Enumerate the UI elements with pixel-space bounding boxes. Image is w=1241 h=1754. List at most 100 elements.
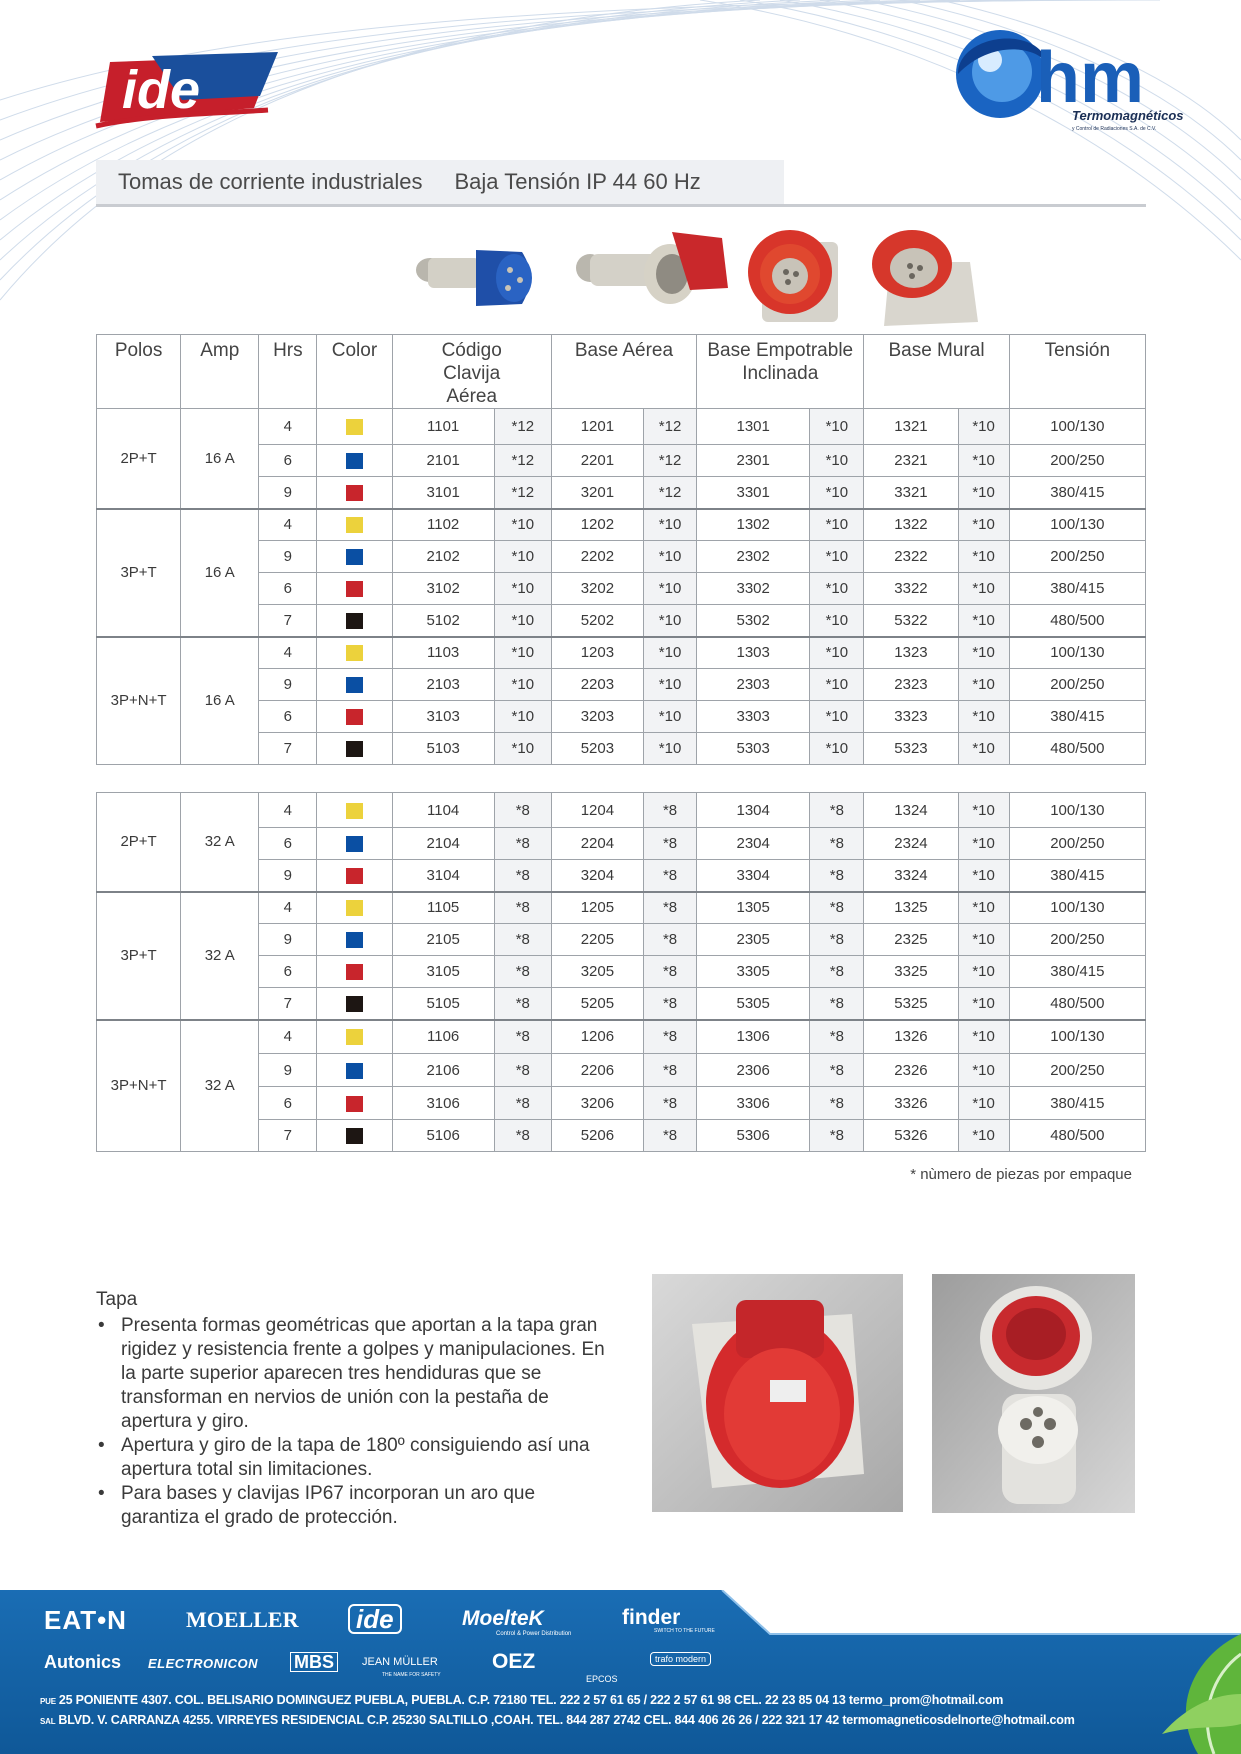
cell-aerea-code: 1205 [550, 890, 645, 924]
color-swatch-red [345, 1095, 363, 1112]
table-row: 9 3101 *12 3201 *12 3301 *10 3321 *10 380/415 [97, 476, 1147, 509]
cell-hrs: 9 [258, 668, 318, 701]
cell-color [316, 1086, 393, 1120]
finder-logo: finder [622, 1606, 681, 1629]
cell-mural-code: 1322 [863, 507, 959, 541]
color-swatch-black [345, 995, 363, 1012]
cell-color [316, 923, 393, 956]
table-row: 9 2103 *10 2203 *10 2303 *10 2323 *10 200/250 [97, 668, 1147, 701]
cell-aerea-qty: *8 [642, 792, 698, 828]
cell-aerea-code: 3201 [550, 476, 645, 509]
cell-color [316, 572, 393, 605]
tapa-title: Tapa [96, 1289, 138, 1310]
cell-mural-code: 2326 [863, 1053, 959, 1087]
cell-tension: 480/500 [1008, 987, 1147, 1020]
cell-clavija-qty: *10 [493, 700, 552, 733]
cell-mural-qty: *10 [957, 635, 1010, 669]
color-swatch-red [345, 709, 363, 726]
col-header-base-mural: Base Mural [863, 334, 1010, 409]
cell-clavija-qty: *10 [493, 540, 552, 573]
cell-clavija-code: 3105 [391, 955, 495, 988]
color-swatch-red [345, 484, 363, 501]
cell-empotrable-code: 2304 [696, 827, 811, 860]
table-row: 6 3103 *10 3203 *10 3303 *10 3323 *10 380/415 [97, 700, 1147, 733]
mbs-logo: MBS [290, 1652, 338, 1672]
cell-tension: 200/250 [1008, 923, 1147, 956]
cell-mural-qty: *10 [957, 476, 1010, 509]
cell-mural-qty: *10 [957, 923, 1010, 956]
cell-aerea-code: 2206 [550, 1053, 645, 1087]
table-row: 6 3106 *8 3206 *8 3306 *8 3326 *10 380/415 [97, 1086, 1147, 1120]
tapa-bullets: Presenta formas geométricas que aportan … [96, 1314, 616, 1530]
cell-mural-qty: *10 [957, 890, 1010, 924]
cell-clavija-code: 1102 [391, 507, 495, 541]
table-row: 7 5103 *10 5203 *10 5303 *10 5323 *10 480/500 [97, 732, 1147, 765]
cell-tension: 480/500 [1008, 1119, 1147, 1152]
cell-hrs: 7 [258, 604, 318, 637]
cell-clavija-code: 5106 [391, 1119, 495, 1152]
cell-hrs: 6 [258, 572, 318, 605]
cell-clavija-qty: *10 [493, 572, 552, 605]
cell-empotrable-qty: *8 [809, 1086, 865, 1120]
cell-clavija-code: 2106 [391, 1053, 495, 1087]
cell-tension: 200/250 [1008, 827, 1147, 860]
cell-mural-code: 3321 [863, 476, 959, 509]
cell-empotrable-qty: *8 [809, 890, 865, 924]
ide-logo-text: ide [122, 60, 200, 120]
cell-mural-qty: *10 [957, 540, 1010, 573]
cell-mural-code: 5325 [863, 987, 959, 1020]
cell-aerea-code: 3202 [550, 572, 645, 605]
col-header-polos: Polos [95, 334, 182, 409]
cell-clavija-qty: *8 [493, 890, 552, 924]
color-swatch-blue [345, 453, 363, 470]
cell-aerea-qty: *8 [642, 859, 698, 892]
cell-mural-qty: *10 [957, 987, 1010, 1020]
cell-empotrable-qty: *10 [809, 507, 865, 541]
cell-mural-code: 1323 [863, 635, 959, 669]
cell-empotrable-code: 3304 [696, 859, 811, 892]
cell-aerea-qty: *10 [642, 507, 698, 541]
cell-color [316, 955, 393, 988]
cell-clavija-code: 2102 [391, 540, 495, 573]
col-header-clavija: Código Clavija Aérea [391, 334, 552, 409]
color-swatch-blue [345, 549, 363, 566]
color-swatch-yellow [345, 1029, 363, 1046]
cell-clavija-code: 5105 [391, 987, 495, 1020]
cell-tension: 200/250 [1008, 668, 1147, 701]
cell-aerea-code: 3206 [550, 1086, 645, 1120]
table-header-row: Polos Amp Hrs Color Código Clavija Aérea… [95, 334, 1147, 409]
cell-aerea-qty: *8 [642, 987, 698, 1020]
cell-amp: 32 A [180, 1018, 260, 1152]
cell-clavija-code: 5102 [391, 604, 495, 637]
cell-mural-code: 2321 [863, 444, 959, 477]
cell-hrs: 6 [258, 827, 318, 860]
cell-empotrable-qty: *10 [809, 635, 865, 669]
cell-aerea-qty: *8 [642, 1119, 698, 1152]
cell-color [316, 507, 393, 541]
cell-hrs: 7 [258, 987, 318, 1020]
cell-aerea-qty: *10 [642, 732, 698, 765]
color-swatch-red [345, 867, 363, 884]
cell-aerea-qty: *10 [642, 604, 698, 637]
cell-empotrable-code: 1301 [696, 408, 811, 445]
cell-empotrable-qty: *8 [809, 859, 865, 892]
moeltek-tagline: Control & Power Distribution [496, 1631, 572, 1637]
cell-clavija-code: 1104 [391, 792, 495, 828]
cell-empotrable-qty: *8 [809, 955, 865, 988]
cell-mural-qty: *10 [957, 1053, 1010, 1087]
table-row: 7 5105 *8 5205 *8 5305 *8 5325 *10 480/500 [97, 987, 1147, 1020]
cell-mural-qty: *10 [957, 827, 1010, 860]
cell-empotrable-qty: *8 [809, 792, 865, 828]
cell-polos: 2P+T [95, 792, 182, 892]
cell-tension: 100/130 [1008, 635, 1147, 669]
cell-color [316, 476, 393, 509]
tapa-bullet: Presenta formas geométricas que aportan … [96, 1314, 616, 1434]
table-row: 3P+T 32 A 4 1105 *8 1205 *8 1305 *8 1325 *10 100/13… [95, 890, 1147, 1020]
cell-mural-code: 1321 [863, 408, 959, 445]
cell-aerea-qty: *10 [642, 540, 698, 573]
address-saltillo: SAL BLVD. V. CARRANZA 4255. VIRREYES RESI… [40, 1713, 1075, 1727]
cell-aerea-qty: *12 [642, 476, 698, 509]
cell-clavija-code: 2104 [391, 827, 495, 860]
cell-color [316, 987, 393, 1020]
cell-clavija-qty: *10 [493, 635, 552, 669]
